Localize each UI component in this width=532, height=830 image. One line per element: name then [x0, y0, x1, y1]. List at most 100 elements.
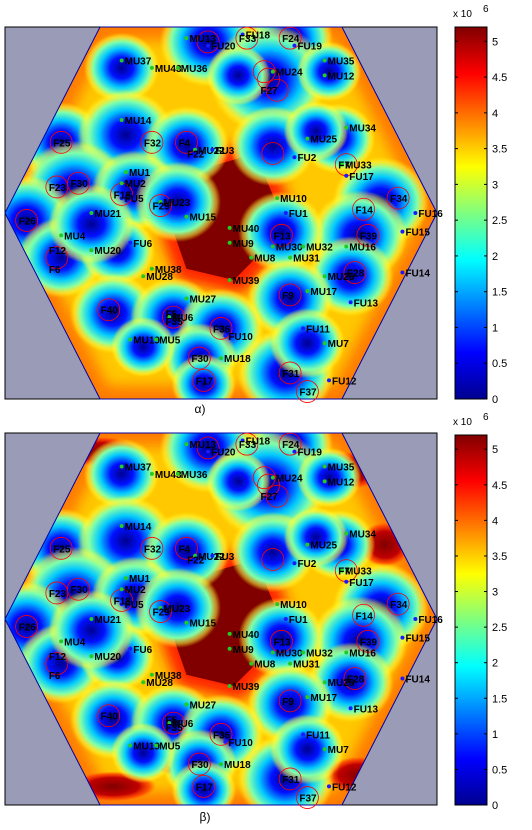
fu-dot	[119, 196, 124, 201]
femto-label: F30	[191, 354, 209, 365]
coverage-blob	[48, 589, 135, 671]
colorbar-multiplier: x 10	[453, 417, 472, 428]
mu-label: MU25	[310, 135, 337, 146]
femto-label: F5	[165, 715, 177, 726]
colorbar-tick-label: 2.5	[492, 215, 507, 227]
femtocell-circle	[149, 194, 172, 217]
fu-label: FU1	[289, 209, 308, 220]
fu-label: FU15	[405, 634, 430, 645]
mu-label: MU8	[254, 660, 276, 671]
mu-label: MU17	[310, 693, 337, 704]
femtocell-circle	[45, 175, 69, 199]
mu-label: MU30	[276, 648, 303, 659]
coverage-blob	[205, 451, 271, 512]
mu-label: MU30	[276, 242, 303, 253]
femto-label: F13	[273, 637, 291, 648]
mu-dot	[175, 471, 180, 476]
fu-label: FU5	[125, 194, 144, 205]
femto-label: F4	[178, 138, 190, 149]
fu-label: FU12	[332, 376, 357, 387]
mu-label: MU12	[328, 477, 355, 488]
femto-label: F30	[191, 760, 209, 771]
mu-dot	[305, 289, 310, 294]
colorbar-tick-label: 0	[492, 394, 498, 406]
colorbar-exponent: 6	[483, 412, 489, 423]
mu-label: MU12	[328, 71, 355, 82]
mu-label: MU32	[306, 242, 333, 253]
femtocell-circle	[278, 689, 302, 713]
mu-dot	[227, 646, 232, 651]
femto-label: F33	[239, 440, 257, 451]
fu-label: FU14	[405, 675, 430, 686]
mu-label: MU40	[233, 630, 260, 641]
colorbar-tick-label: 1.5	[492, 693, 507, 705]
femto-label: F33	[239, 34, 257, 45]
mu-label: MU28	[146, 272, 173, 283]
fu-label: FU19	[297, 42, 322, 53]
femto-label: F39	[360, 637, 378, 648]
femto-label: F36	[213, 324, 231, 335]
colorbar-ramp	[454, 26, 488, 400]
femtocell-circle	[270, 629, 293, 653]
mu-label: MU37	[125, 462, 152, 473]
femto-label: F37	[299, 794, 317, 805]
femtocell-circle	[49, 536, 73, 560]
mu-dot	[344, 531, 349, 536]
mu-label: MU24	[276, 68, 303, 79]
femtocell-circle	[149, 600, 172, 623]
fu-dot	[206, 449, 211, 454]
mu-dot	[305, 136, 310, 141]
mu-label: MU27	[189, 295, 216, 306]
mu-dot	[270, 244, 275, 249]
femto-label: F31	[282, 369, 300, 380]
femtocell-circle	[175, 130, 198, 154]
mu-label: MU26	[328, 678, 355, 689]
colorbar-tick-label: 4.5	[492, 480, 507, 492]
mu-label: MU24	[276, 474, 303, 485]
femto-label: F9	[282, 697, 294, 708]
femto-label: F31	[282, 775, 300, 786]
femto-label: F12	[49, 652, 67, 663]
fu-label: FU2	[297, 559, 316, 570]
mu-dot	[275, 602, 280, 607]
fu-label: FU10	[228, 332, 253, 343]
mu-dot	[288, 661, 293, 666]
femto-label: F40	[101, 306, 119, 317]
femtocell-circle	[192, 775, 216, 798]
femtocell-circle	[295, 380, 319, 403]
femto-label: F26	[19, 622, 37, 633]
femtocell-circle	[261, 548, 285, 571]
fu-label: FU3	[215, 146, 234, 157]
mu-dot	[344, 244, 349, 249]
mu-dot	[305, 542, 310, 547]
fu-dot	[292, 449, 297, 454]
femto-label: F17	[196, 782, 214, 793]
fu-dot	[344, 173, 349, 178]
mu-label: MU38	[155, 265, 182, 276]
fu-dot	[348, 300, 353, 305]
mu-dot	[193, 147, 198, 152]
mu-dot	[184, 296, 189, 301]
mu-dot	[89, 654, 94, 659]
femto-label: F25	[53, 544, 71, 555]
fu-dot	[292, 155, 297, 160]
mu-dot	[89, 211, 94, 215]
femto-label: F22	[187, 555, 205, 566]
mu-label: MU36	[181, 470, 208, 481]
femto-label: F4	[178, 544, 190, 555]
colorbar-tick-label: 3.5	[492, 144, 507, 156]
femtocell-circle	[278, 432, 302, 456]
mu-dot	[141, 680, 146, 685]
mu-dot	[149, 65, 154, 70]
femto-label: F32	[144, 544, 162, 555]
coverage-blob	[134, 567, 221, 649]
heatmap-cell	[5, 433, 437, 805]
coverage-blob	[238, 191, 325, 272]
fu-label: FU12	[332, 782, 357, 793]
fu-label: FU20	[211, 448, 236, 459]
coverage-blob	[296, 41, 362, 102]
mu-dot	[59, 639, 64, 644]
mu-dot	[149, 672, 154, 677]
fu-label: FU13	[354, 298, 379, 309]
fu-dot	[240, 32, 245, 37]
